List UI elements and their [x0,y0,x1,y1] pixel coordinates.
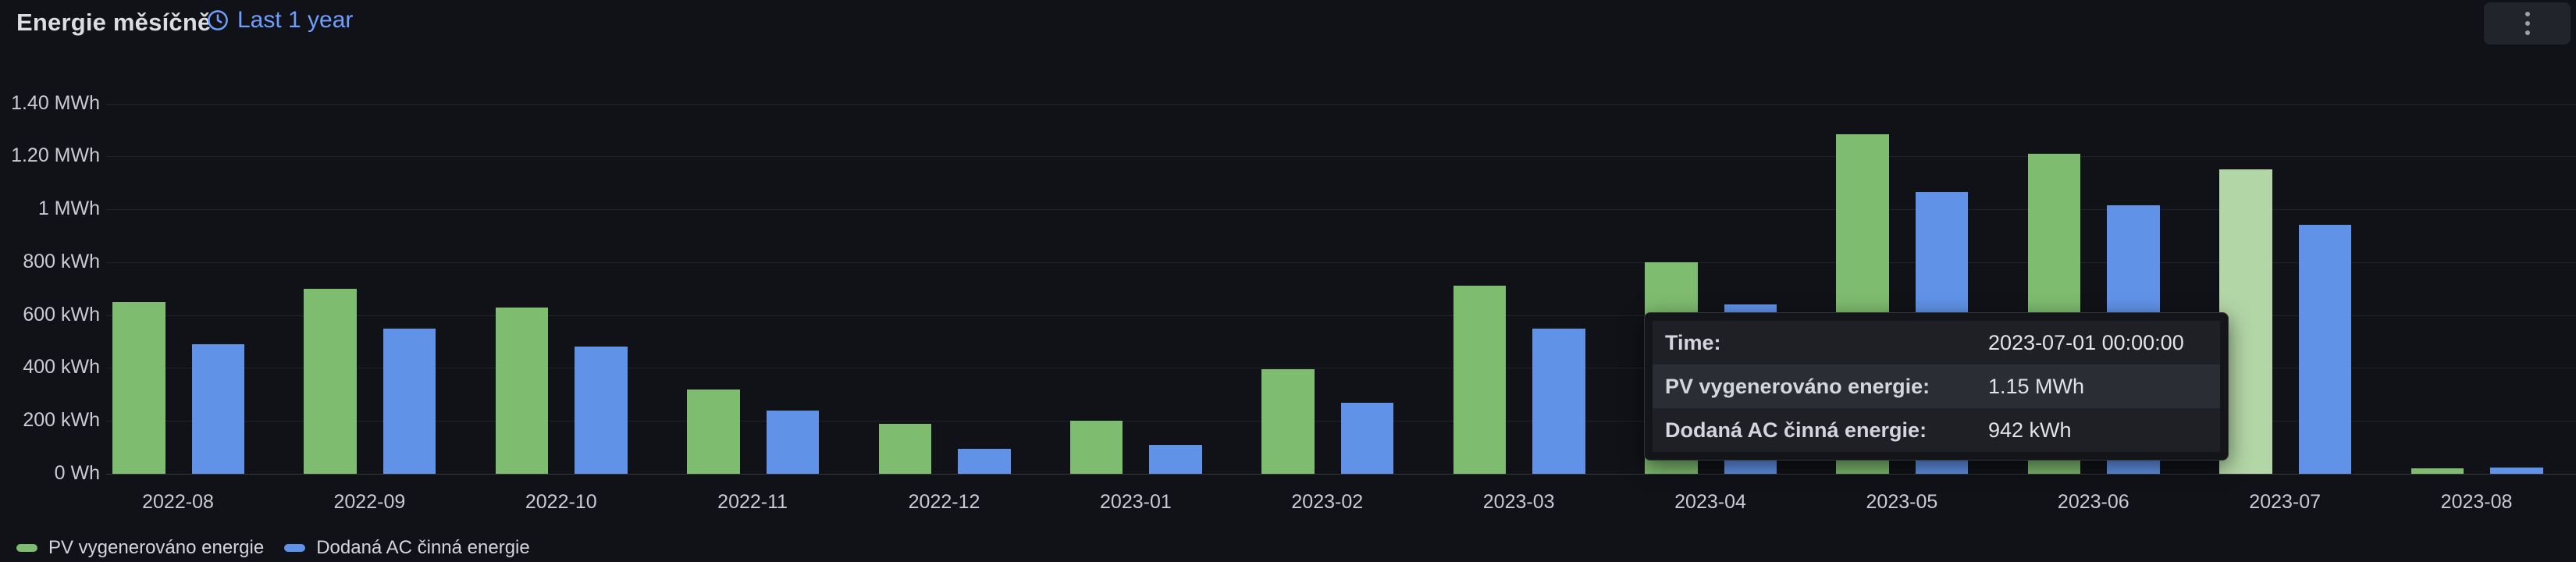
y-tick-label: 200 kWh [23,409,100,432]
bar-ac-2022-11[interactable] [766,410,820,474]
legend-swatch-green [16,544,37,552]
bar-ac-2022-08[interactable] [191,343,244,474]
panel-header: Energie měsíčně Last 1 year [0,0,2576,45]
legend-item-ac[interactable]: Dodaná AC činná energie [284,537,530,559]
legend-item-pv[interactable]: PV vygenerováno energie [16,537,264,559]
legend-label-pv: PV vygenerováno energie [48,537,265,558]
bar-ac-2023-07[interactable] [2298,224,2352,474]
tooltip-pv-value: 1.15 MWh [1988,374,2085,398]
chart-tooltip: Time: 2023-07-01 00:00:00 PV vygenerován… [1644,312,2229,461]
bar-pv-2022-12[interactable] [878,423,932,474]
bar-ac-2023-03[interactable] [1532,328,1585,474]
x-tick-label: 2023-03 [1482,491,1555,513]
bar-ac-2022-12[interactable] [958,448,1011,474]
panel-menu-button[interactable] [2484,2,2571,44]
x-tick-label: 2023-04 [1674,491,1746,513]
bar-pv-2023-02[interactable] [1261,369,1315,474]
gridline [106,103,2576,105]
bar-pv-2022-10[interactable] [495,307,549,474]
gridline [106,315,2576,316]
bar-pv-2022-11[interactable] [687,389,740,474]
tooltip-time-row: Time: 2023-07-01 00:00:00 [1653,321,2220,365]
y-tick-label: 400 kWh [23,356,100,379]
x-tick-label: 2022-11 [717,491,788,513]
bar-ac-2023-02[interactable] [1340,402,1394,474]
bar-pv-2022-08[interactable] [112,301,165,474]
time-range-label: Last 1 year [237,7,354,33]
bar-pv-2023-08[interactable] [2411,468,2464,474]
y-tick-label: 1.40 MWh [11,91,100,114]
kebab-menu-icon [2524,12,2530,35]
x-tick-label: 2023-08 [2440,491,2513,513]
time-range-button[interactable]: Last 1 year [206,7,353,34]
gridline [106,261,2576,263]
legend: PV vygenerováno energie Dodaná AC činná … [16,537,530,559]
x-tick-label: 2023-02 [1291,491,1364,513]
x-tick-label: 2023-01 [1100,491,1172,513]
bar-ac-2023-01[interactable] [1149,444,1202,474]
bar-ac-2022-09[interactable] [382,328,436,474]
bar-pv-2023-01[interactable] [1069,421,1123,474]
tooltip-ac-value: 942 kWh [1988,418,2072,442]
gridline [106,474,2576,475]
legend-label-ac: Dodaná AC činná energie [316,537,530,558]
y-tick-label: 800 kWh [23,250,100,272]
x-tick-label: 2022-12 [908,491,980,513]
tooltip-time-label: Time: [1665,330,1721,354]
tooltip-ac-label: Dodaná AC činná energie: [1665,418,1927,442]
x-tick-label: 2023-05 [1866,491,1938,513]
tooltip-series-row-ac: Dodaná AC činná energie: 942 kWh [1653,408,2220,452]
bar-pv-2022-09[interactable] [304,288,357,474]
bar-pv-2023-03[interactable] [1453,286,1507,474]
x-tick-label: 2022-10 [525,491,597,513]
x-tick-label: 2022-08 [142,491,214,513]
gridline [106,156,2576,158]
bar-ac-2023-08[interactable] [2490,467,2543,474]
clock-icon [206,9,229,32]
bar-ac-2022-10[interactable] [575,347,628,474]
tooltip-series-row-pv: PV vygenerováno energie: 1.15 MWh [1653,365,2220,408]
tooltip-time-value: 2023-07-01 00:00:00 [1988,330,2184,354]
y-tick-label: 0 Wh [54,462,100,484]
x-tick-label: 2023-07 [2249,491,2322,513]
panel-title: Energie měsíčně [16,9,212,36]
x-tick-label: 2022-09 [333,491,406,513]
legend-swatch-blue [284,544,306,552]
tooltip-pv-label: PV vygenerováno energie: [1665,374,1930,398]
gridline [106,209,2576,211]
y-tick-label: 1 MWh [37,197,100,220]
y-tick-label: 1.20 MWh [11,144,100,167]
y-tick-label: 600 kWh [23,303,100,325]
x-tick-label: 2023-06 [2057,491,2129,513]
